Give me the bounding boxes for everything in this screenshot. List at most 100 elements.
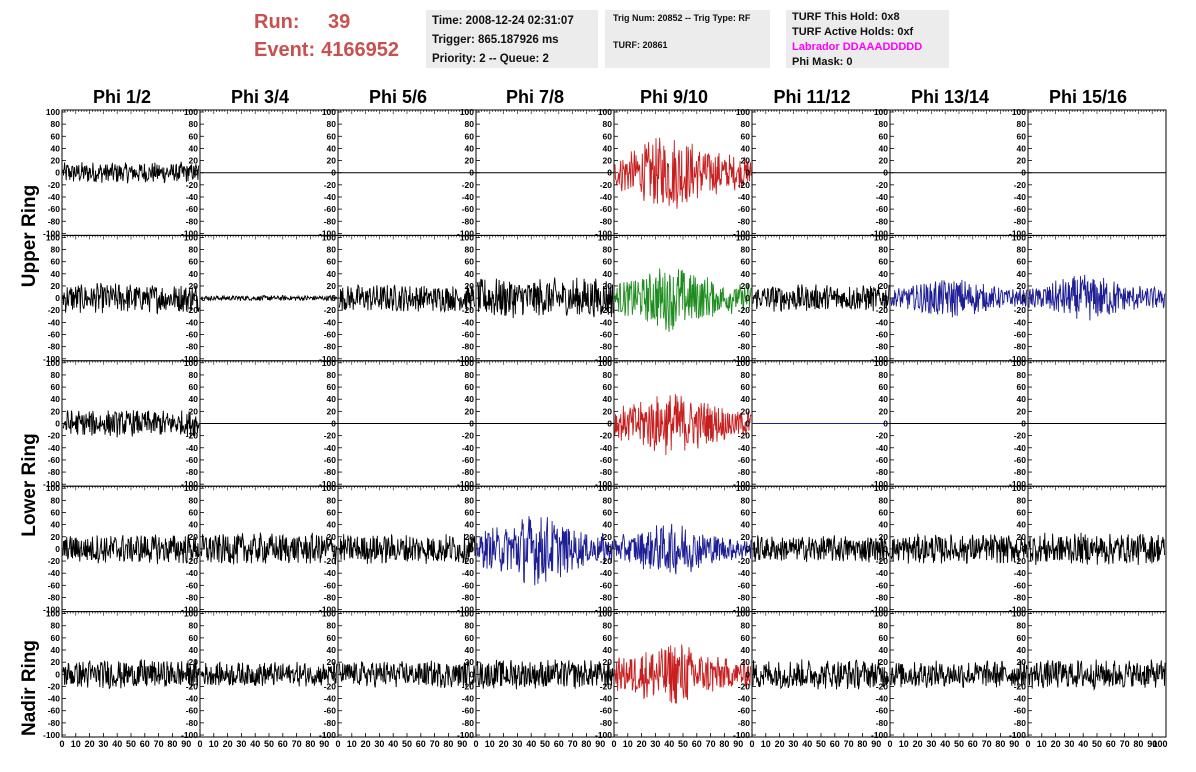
y-tick-label: 20 — [603, 156, 613, 166]
y-tick-label: -20 — [876, 305, 889, 315]
y-tick-label: -40 — [324, 317, 337, 327]
x-tick-label: 40 — [250, 739, 260, 749]
y-tick-label: 60 — [1017, 633, 1027, 643]
y-tick-label: -100 — [457, 354, 474, 364]
y-tick-label: 60 — [189, 131, 199, 141]
y-tick-label: 80 — [327, 495, 337, 505]
y-tick-label: 60 — [741, 257, 751, 267]
y-tick-label: 40 — [603, 143, 613, 153]
y-tick-label: 60 — [741, 382, 751, 392]
y-tick-label: -20 — [876, 431, 889, 441]
y-tick-label: -100 — [43, 354, 60, 364]
y-tick-label: 40 — [465, 520, 475, 530]
y-tick-label: -60 — [1014, 204, 1027, 214]
y-tick-label: -20 — [462, 681, 475, 691]
y-tick-label: 100 — [184, 358, 198, 368]
y-tick-label: 0 — [607, 293, 612, 303]
y-tick-label: 0 — [745, 544, 750, 554]
y-tick-label: -80 — [324, 342, 337, 352]
y-tick-label: 20 — [603, 657, 613, 667]
y-tick-label: 20 — [603, 532, 613, 542]
y-tick-label: 0 — [331, 544, 336, 554]
y-tick-label: 100 — [874, 483, 888, 493]
time-info-box: Time: 2008-12-24 02:31:07 Trigger: 865.1… — [426, 10, 598, 68]
x-tick-label: 10 — [623, 739, 633, 749]
y-tick-label: 100 — [322, 107, 336, 117]
column-title-phi-13-14: Phi 13/14 — [910, 87, 990, 107]
y-tick-label: -100 — [181, 730, 198, 740]
y-tick-label: 20 — [51, 281, 61, 291]
y-tick-label: 80 — [879, 245, 889, 255]
y-tick-label: -20 — [186, 431, 199, 441]
y-tick-label: -80 — [462, 592, 475, 602]
x-tick-label: 90 — [1147, 739, 1157, 749]
y-tick-label: 0 — [469, 168, 474, 178]
x-tick-label: 70 — [706, 739, 716, 749]
y-tick-label: -100 — [181, 228, 198, 238]
waveform-trace — [614, 394, 752, 456]
y-tick-label: 40 — [879, 645, 889, 655]
y-tick-label: -20 — [324, 305, 337, 315]
y-tick-label: -80 — [600, 216, 613, 226]
y-tick-label: 100 — [460, 107, 474, 117]
y-tick-label: -100 — [457, 605, 474, 615]
y-tick-label: 40 — [1017, 520, 1027, 530]
y-tick-label: -100 — [181, 354, 198, 364]
y-tick-label: 40 — [1017, 143, 1027, 153]
y-tick-label: -40 — [876, 568, 889, 578]
y-tick-label: -60 — [876, 330, 889, 340]
y-tick-label: -40 — [738, 568, 751, 578]
y-tick-label: -20 — [600, 556, 613, 566]
column-title-phi-9-10: Phi 9/10 — [639, 87, 709, 107]
x-tick-label: 20 — [637, 739, 647, 749]
x-tick-label: 10 — [899, 739, 909, 749]
y-tick-label: -20 — [324, 556, 337, 566]
y-tick-label: 0 — [883, 669, 888, 679]
y-tick-label: 0 — [883, 293, 888, 303]
y-tick-label: 60 — [879, 633, 889, 643]
y-tick-label: -80 — [324, 718, 337, 728]
x-tick-label: 80 — [305, 739, 315, 749]
y-tick-label: 60 — [327, 131, 337, 141]
y-tick-label: -80 — [1014, 216, 1027, 226]
y-tick-label: -40 — [186, 443, 199, 453]
y-tick-label: 40 — [741, 269, 751, 279]
y-tick-label: 100 — [598, 107, 612, 117]
y-tick-label: 40 — [327, 269, 337, 279]
trigger-info-box: Trig Num: 20852 -- Trig Type: RF TURF: 2… — [605, 10, 770, 68]
x-tick-label: 50 — [954, 739, 964, 749]
y-tick-label: 60 — [51, 382, 61, 392]
y-tick-label: 20 — [741, 657, 751, 667]
y-tick-label: 80 — [879, 370, 889, 380]
x-tick-label: 30 — [650, 739, 660, 749]
y-tick-label: 20 — [1017, 281, 1027, 291]
y-tick-label: -80 — [324, 592, 337, 602]
y-tick-label: 40 — [465, 143, 475, 153]
y-tick-label: 40 — [189, 520, 199, 530]
y-tick-label: 0 — [55, 168, 60, 178]
waveform-trace — [62, 410, 200, 438]
x-tick-label: 10 — [761, 739, 771, 749]
y-tick-label: 20 — [1017, 156, 1027, 166]
waveform-trace — [1028, 532, 1166, 566]
y-tick-label: -80 — [876, 216, 889, 226]
y-tick-label: 80 — [1017, 370, 1027, 380]
y-tick-label: -40 — [876, 317, 889, 327]
y-tick-label: -80 — [186, 342, 199, 352]
y-tick-label: 60 — [189, 382, 199, 392]
y-tick-label: 60 — [189, 633, 199, 643]
y-tick-label: -20 — [876, 180, 889, 190]
x-tick-label: 10 — [1037, 739, 1047, 749]
y-tick-label: 80 — [603, 370, 613, 380]
x-tick-label: 100 — [1152, 739, 1167, 749]
y-tick-label: 60 — [465, 507, 475, 517]
y-tick-label: -60 — [186, 204, 199, 214]
y-tick-label: 40 — [465, 645, 475, 655]
x-tick-label: 20 — [223, 739, 233, 749]
y-tick-label: 60 — [1017, 382, 1027, 392]
x-tick-label: 90 — [733, 739, 743, 749]
y-tick-label: 0 — [1021, 544, 1026, 554]
y-tick-label: 60 — [465, 257, 475, 267]
y-tick-label: -20 — [324, 180, 337, 190]
y-tick-label: -100 — [595, 479, 612, 489]
